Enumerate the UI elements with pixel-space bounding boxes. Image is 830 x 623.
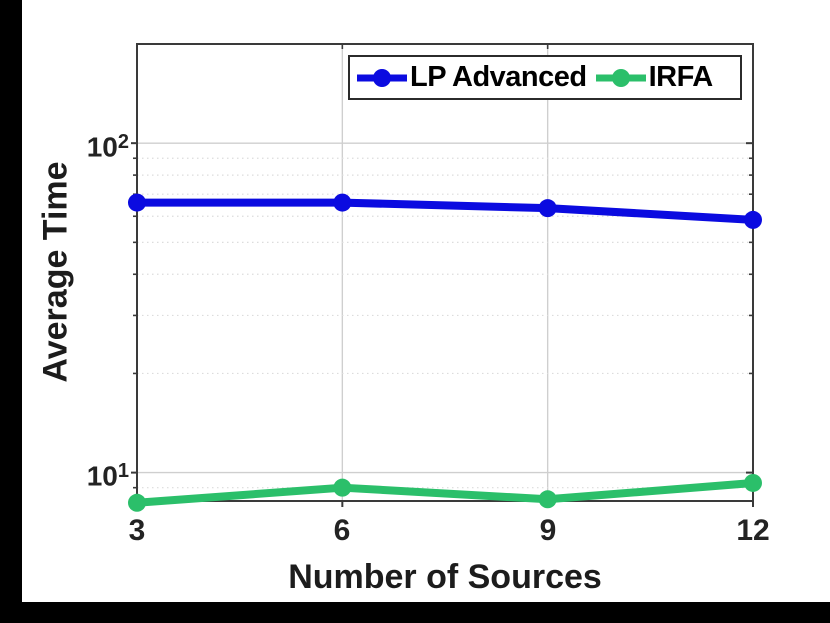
y-tick-label-100: 102 (86, 131, 129, 163)
left-black-bar (0, 0, 22, 623)
series-marker-lp-advanced (128, 193, 146, 212)
y-axis-label: Average Time (36, 161, 75, 383)
plot-box (136, 43, 754, 502)
series-marker-irfa (744, 473, 762, 492)
series-marker-lp-advanced (744, 210, 762, 229)
legend-item-lp-advanced: LP Advanced (356, 61, 587, 94)
legend-line-circle-marker-sample-green (595, 68, 646, 87)
x-tick-label-6: 6 (333, 514, 351, 547)
series-marker-lp-advanced (538, 199, 557, 218)
series-marker-lp-advanced (333, 193, 352, 212)
legend-item-irfa: IRFA (595, 61, 713, 94)
x-tick-label-9: 9 (539, 514, 557, 547)
x-axis-label: Number of Sources (288, 558, 602, 596)
legend-label: LP Advanced (410, 61, 587, 93)
legend-line-circle-marker-sample-blue (357, 68, 407, 87)
y-tick-label-10: 101 (86, 460, 129, 492)
x-tick-label-12: 12 (736, 514, 770, 547)
series-line-irfa (133, 478, 757, 507)
legend: LP Advanced IRFA (348, 55, 742, 100)
legend-label: IRFA (648, 61, 714, 93)
bottom-black-bar (0, 602, 830, 623)
series-marker-irfa (128, 493, 146, 512)
x-tick-label-3: 3 (128, 514, 146, 547)
series-line-lp-advanced (133, 198, 757, 224)
series-marker-irfa (538, 490, 557, 509)
series-marker-irfa (333, 478, 352, 497)
